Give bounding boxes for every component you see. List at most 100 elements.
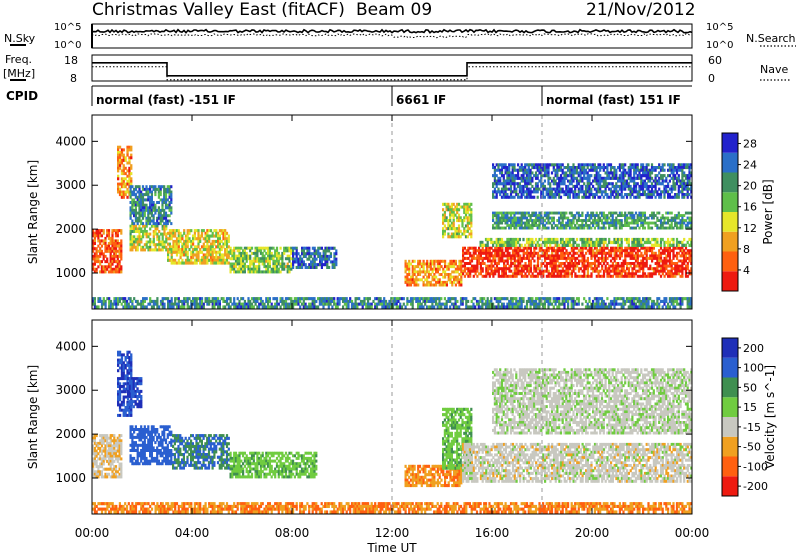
velocity-region-8	[462, 442, 693, 483]
power-colorbar-swatch	[722, 192, 738, 212]
velocity-region-1	[117, 350, 133, 417]
power-colorbar-tick: 16	[743, 201, 757, 214]
power-colorbar-swatch	[722, 231, 738, 252]
nave-label: Nave	[760, 63, 788, 76]
velocity-ytick-label: 1000	[55, 471, 86, 485]
velocity-region-2	[129, 425, 173, 466]
power-colorbar-tick: 24	[743, 159, 757, 172]
power-region-7	[92, 297, 693, 309]
freq-right-tick-bottom: 0	[708, 72, 715, 85]
cpid-segment-1: 6661 IF	[396, 93, 446, 107]
power-ylabel: Slant Range [km]	[26, 160, 40, 264]
freq-unit-label: [MHz]	[3, 67, 35, 80]
velocity-colorbar-tick: -100	[743, 460, 768, 473]
frequency-trace	[92, 62, 692, 77]
velocity-ytick-label: 3000	[55, 383, 86, 397]
power-region-8	[404, 259, 463, 287]
velocity-colorbar-tick: -15	[743, 421, 761, 434]
time-tick-label: 00:00	[75, 526, 110, 540]
velocity-ytick-label: 2000	[55, 427, 86, 441]
power-colorbar-swatch	[722, 133, 738, 153]
velocity-region-0	[92, 434, 123, 479]
power-region-12	[492, 163, 693, 199]
power-ytick-label: 4000	[55, 134, 86, 148]
power-region-9	[462, 246, 693, 278]
velocity-colorbar-swatch	[722, 476, 738, 496]
power-colorbar-swatch	[722, 212, 738, 232]
freq-left-tick-bottom: 8	[70, 72, 77, 85]
power-ytick-label: 1000	[55, 266, 86, 280]
velocity-colorbar-swatch	[722, 338, 738, 358]
power-region-3	[167, 229, 230, 265]
power-region-11	[492, 211, 693, 230]
noise-right-tick-top: 10^5	[706, 22, 733, 33]
power-colorbar-swatch	[722, 251, 738, 272]
cpid-label: CPID	[6, 89, 38, 103]
velocity-panel: 4000 3000 2000 1000	[55, 319, 693, 515]
noise-search-trace	[91, 33, 693, 39]
time-axis-label: Time UT	[366, 541, 417, 554]
freq-left-tick-top: 18	[64, 54, 78, 67]
power-colorbar-tick: 20	[743, 180, 757, 193]
nave-trace	[92, 66, 692, 81]
power-colorbar-tick: 8	[743, 243, 750, 256]
cpid-row: normal (fast) -151 IF 6661 IF normal (fast…	[91, 85, 692, 107]
velocity-colorbar-tick: 15	[743, 401, 757, 414]
power-region-4	[229, 246, 293, 274]
station-title: Christmas Valley East (fitACF)	[92, 0, 345, 20]
time-tick-label: 16:00	[475, 526, 510, 540]
date-label: 21/Nov/2012	[586, 0, 696, 20]
velocity-region-4	[229, 451, 318, 479]
time-axis-labels: 00:00 04:00 08:00 12:00 16:00 20:00 00:00	[75, 526, 710, 540]
power-region-6	[129, 185, 173, 226]
velocity-region-9	[492, 368, 693, 435]
velocity-region-6	[404, 464, 463, 488]
velocity-colorbar-swatch	[722, 397, 738, 417]
power-colorbar-tick: 4	[743, 264, 750, 277]
velocity-colorbar-tick: -200	[743, 480, 768, 493]
noise-sky-trace	[91, 28, 693, 34]
velocity-colorbar-swatch	[722, 377, 738, 398]
power-region-5	[292, 246, 338, 269]
power-colorbar-swatch	[722, 152, 738, 173]
nsky-label: N.Sky	[4, 32, 36, 45]
velocity-colorbar-swatch	[722, 456, 738, 477]
power-region-10	[479, 237, 693, 247]
noise-panel	[91, 23, 693, 49]
time-tick-label: 00:00	[675, 526, 710, 540]
power-colorbar: 28 24 20 16 12 8 4	[721, 132, 757, 292]
power-colorbar-label: Power [dB]	[761, 179, 775, 244]
power-colorbar-tick: 28	[743, 138, 757, 151]
freq-right-tick-top: 60	[708, 54, 722, 67]
power-ytick-label: 3000	[55, 178, 86, 192]
power-region-1	[117, 145, 133, 199]
velocity-colorbar: 200 100 50 15 -15 -50 -100 -200	[721, 337, 768, 497]
time-tick-label: 12:00	[375, 526, 410, 540]
time-tick-label: 20:00	[575, 526, 610, 540]
velocity-colorbar-tick: 100	[743, 362, 764, 375]
velocity-colorbar-swatch	[722, 357, 738, 378]
velocity-colorbar-tick: 200	[743, 342, 764, 355]
power-panel: 4000 3000 2000 1000	[55, 114, 693, 310]
power-colorbar-tick: 12	[743, 222, 757, 235]
velocity-colorbar-swatch	[722, 417, 738, 437]
power-ytick-label: 2000	[55, 222, 86, 236]
velocity-region-5	[92, 502, 693, 514]
power-region-2	[129, 224, 168, 252]
velocity-region-3	[172, 434, 230, 470]
frequency-panel	[91, 54, 693, 82]
noise-left-tick-top: 10^5	[54, 22, 81, 33]
power-region-0	[92, 229, 123, 274]
velocity-ylabel: Slant Range [km]	[26, 365, 40, 469]
velocity-region-10	[127, 377, 143, 409]
velocity-colorbar-tick: 50	[743, 381, 757, 394]
time-tick-label: 04:00	[175, 526, 210, 540]
beam-label: Beam 09	[356, 0, 432, 20]
velocity-region-7	[442, 407, 473, 470]
power-colorbar-swatch	[722, 172, 738, 193]
velocity-colorbar-tick: -50	[743, 441, 761, 454]
velocity-colorbar-swatch	[722, 436, 738, 457]
noise-right-tick-bottom: 10^0	[706, 40, 733, 51]
time-tick-label: 08:00	[275, 526, 310, 540]
